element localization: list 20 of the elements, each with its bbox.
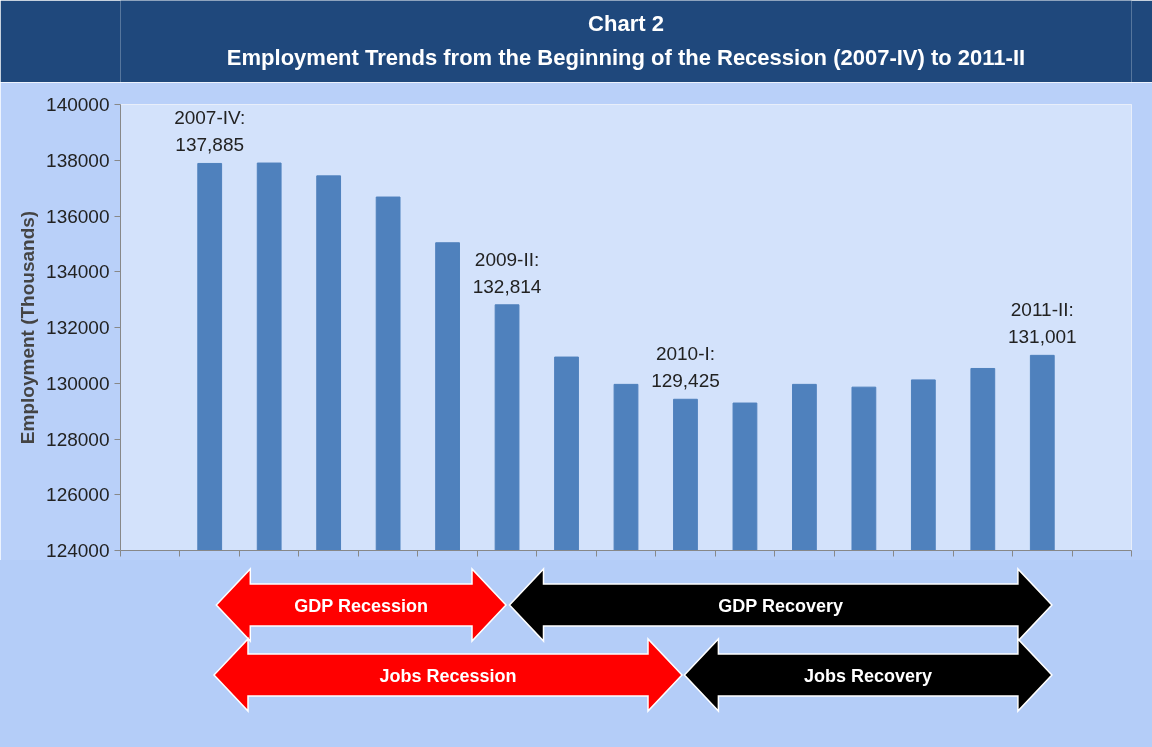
chart-subtitle: Employment Trends from the Beginning of the Recession (2007-IV) to 2011-II xyxy=(226,45,1026,71)
y-tick-label: 138000 xyxy=(46,149,110,171)
y-tick-label: 132000 xyxy=(46,317,110,338)
y-tick-label: 136000 xyxy=(46,205,110,227)
text: GDP Recovery xyxy=(718,596,844,616)
chart-title: Chart 2 xyxy=(588,10,664,36)
data-label: 2007-IV: 137,885 xyxy=(174,107,246,156)
text: Jobs Recovery xyxy=(804,666,933,686)
y-tick-label: 130000 xyxy=(46,372,110,394)
y-tick-label: 124000 xyxy=(46,540,110,561)
y-axis-title: Employment (Thousands) xyxy=(17,210,39,445)
data-label: 2009-II: 132,814 xyxy=(472,248,542,297)
y-tick-label: 126000 xyxy=(46,484,110,506)
data-label: 2011-II: 131,001 xyxy=(1007,299,1077,348)
text: Jobs Recession xyxy=(379,666,517,686)
y-tick-label: 140000 xyxy=(46,94,110,115)
data-label: 2010-I: 129,425 xyxy=(651,342,720,392)
text: GDP Recession xyxy=(294,596,429,616)
y-tick-label: 134000 xyxy=(46,261,110,283)
y-tick-label: 128000 xyxy=(46,428,110,450)
